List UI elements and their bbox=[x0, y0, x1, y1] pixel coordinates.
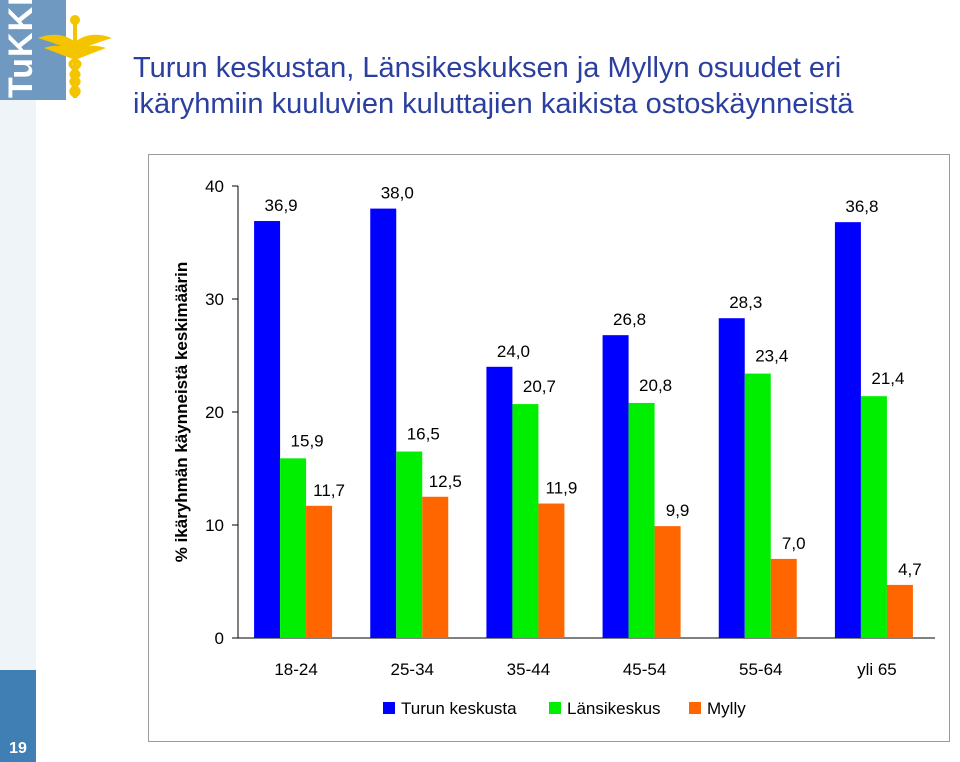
data-label: 4,7 bbox=[898, 560, 922, 579]
y-tick-label: 10 bbox=[205, 516, 224, 535]
legend-swatch bbox=[689, 702, 701, 714]
page-number-box bbox=[0, 670, 36, 762]
data-label: 38,0 bbox=[381, 184, 414, 203]
bar-chart: 0 10 20 30 40 % ikäryhmän käynneistä keskimää… bbox=[172, 177, 935, 718]
data-label: 36,8 bbox=[845, 197, 878, 216]
bar-turun-keskusta bbox=[486, 366, 513, 638]
legend-label: Mylly bbox=[707, 699, 746, 718]
data-label: 20,7 bbox=[523, 377, 556, 396]
page-number: 19 bbox=[9, 740, 27, 757]
slide-title: Turun keskustan, Länsikeskuksen ja Mylly… bbox=[133, 50, 953, 122]
data-label: 20,8 bbox=[639, 376, 672, 395]
chart-frame: 0 10 20 30 40 % ikäryhmän käynneistä keskimää… bbox=[148, 154, 950, 742]
title-line-2: ikäryhmiin kuuluvien kuluttajien kaikist… bbox=[133, 88, 854, 120]
y-axis-title: % ikäryhmän käynneistä keskimäärin bbox=[172, 262, 191, 563]
data-label: 36,9 bbox=[265, 196, 298, 215]
x-tick-label: 18-24 bbox=[274, 660, 317, 679]
data-label: 7,0 bbox=[782, 534, 806, 553]
data-label: 21,4 bbox=[871, 369, 904, 388]
x-tick-label: yli 65 bbox=[857, 660, 897, 679]
bar-turun-keskusta bbox=[254, 221, 281, 638]
bar-lansikeskus bbox=[744, 373, 771, 638]
title-line-1: Turun keskustan, Länsikeskuksen ja Mylly… bbox=[133, 52, 842, 84]
bar-turun-keskusta bbox=[370, 208, 397, 638]
y-tick-label: 0 bbox=[215, 629, 224, 648]
legend-swatch bbox=[383, 702, 395, 714]
y-tick-label: 40 bbox=[205, 177, 224, 196]
data-label: 9,9 bbox=[666, 501, 690, 520]
y-tick-label: 20 bbox=[205, 403, 224, 422]
bar-turun-keskusta bbox=[602, 335, 629, 638]
data-label: 11,9 bbox=[546, 479, 578, 498]
bar-turun-keskusta bbox=[718, 318, 745, 638]
side-strip bbox=[0, 0, 36, 762]
data-label: 26,8 bbox=[613, 310, 646, 329]
bar-mylly bbox=[306, 505, 333, 638]
legend-swatch bbox=[549, 702, 561, 714]
bar-mylly bbox=[654, 526, 681, 638]
x-tick-label: 45-54 bbox=[623, 660, 666, 679]
legend-label: Turun keskusta bbox=[401, 699, 517, 718]
bar-mylly bbox=[886, 584, 913, 638]
data-label: 28,3 bbox=[729, 293, 762, 312]
legend-label: Länsikeskus bbox=[567, 699, 661, 718]
y-tick-label: 30 bbox=[205, 290, 224, 309]
data-label: 24,0 bbox=[497, 342, 530, 361]
bar-turun-keskusta bbox=[834, 222, 861, 638]
x-tick-label: 55-64 bbox=[739, 660, 782, 679]
bar-lansikeskus bbox=[860, 396, 887, 638]
bar-mylly bbox=[538, 503, 565, 638]
bar-lansikeskus bbox=[280, 458, 307, 638]
data-label: 11,7 bbox=[313, 481, 345, 500]
bar-lansikeskus bbox=[396, 451, 423, 638]
bar-lansikeskus bbox=[628, 402, 655, 638]
x-tick-label: 35-44 bbox=[507, 660, 550, 679]
data-label: 12,5 bbox=[429, 472, 462, 491]
caduceus-logo-icon bbox=[38, 15, 112, 98]
bar-mylly bbox=[422, 496, 449, 638]
bar-mylly bbox=[770, 558, 797, 638]
data-label: 15,9 bbox=[291, 431, 324, 450]
bar-lansikeskus bbox=[512, 404, 539, 638]
x-tick-label: 25-34 bbox=[391, 660, 434, 679]
data-label: 16,5 bbox=[407, 425, 440, 444]
data-label: 23,4 bbox=[755, 347, 788, 366]
